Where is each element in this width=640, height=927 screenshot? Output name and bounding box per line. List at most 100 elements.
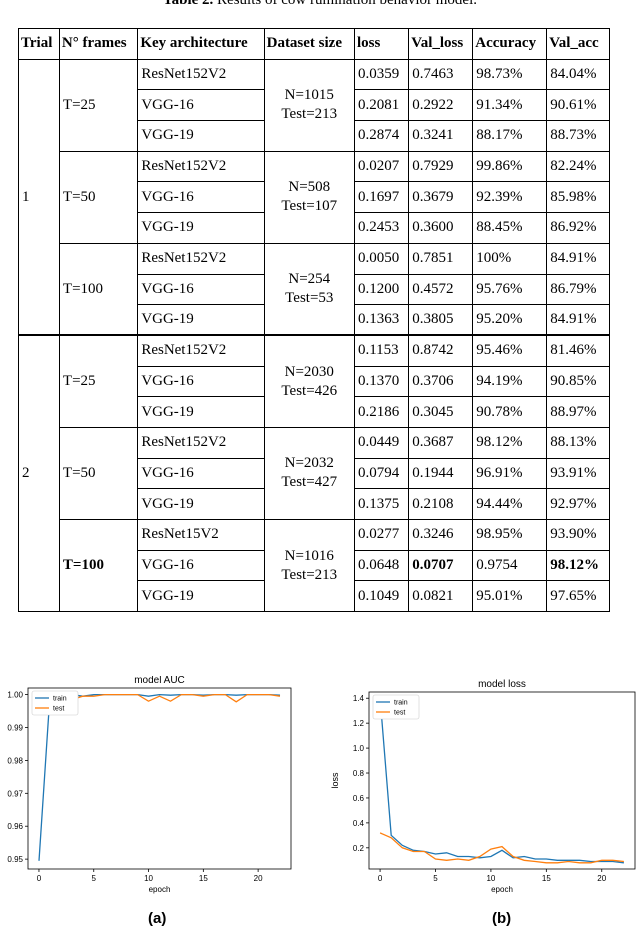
architecture-cell: VGG-16 <box>137 365 265 398</box>
table-row: VGG-16 0.2081 0.2922 91.34% 90.61% <box>19 89 610 122</box>
table-row: VGG-16 0.0794 0.1944 96.91% 93.91% <box>19 457 610 490</box>
table-row: VGG-16 0.0648 0.0707 0.9754 98.12% <box>19 549 610 582</box>
legend-label: test <box>53 706 64 713</box>
dataset-test: Test=213 <box>281 106 338 123</box>
loss-cell: 0.0794 <box>353 457 410 490</box>
architecture-cell: VGG-16 <box>137 181 265 214</box>
dataset-size-cell: N=2030 Test=426 <box>263 334 355 428</box>
loss-cell: 0.0359 <box>353 58 410 91</box>
val-acc-cell: 88.97% <box>546 396 610 428</box>
val-loss-cell: 0.1944 <box>408 457 474 490</box>
y-tick-label: 0.99 <box>7 723 23 732</box>
val-loss-cell: 0.3687 <box>408 426 474 459</box>
dataset-n: N=1016 <box>284 547 334 564</box>
architecture-cell: ResNet152V2 <box>137 58 265 91</box>
trial-group: 2 T=25 ResNet152V2 N=2030 Test=426 0.1153 0.87… <box>18 334 610 613</box>
architecture-cell: ResNet152V2 <box>137 150 265 183</box>
architecture-cell: VGG-19 <box>137 212 265 244</box>
frames-cell: T=50 <box>58 150 139 244</box>
figure-a: model AUC 0 5 10 15 20 0.95 0.96 0.97 0.98 0.99 1.0… <box>0 676 295 906</box>
val-loss-cell: 0.0707 <box>408 549 474 582</box>
dataset-n: N=254 <box>288 271 331 288</box>
x-tick-label: 0 <box>378 874 383 883</box>
dataset-test: Test=213 <box>281 566 338 583</box>
val-acc-cell: 93.91% <box>546 457 610 490</box>
results-table: Trial N° frames Key architecture Dataset si… <box>18 28 610 613</box>
architecture-cell: VGG-16 <box>137 457 265 490</box>
val-loss-cell: 0.3600 <box>408 212 474 244</box>
val-acc-cell: 98.12% <box>546 549 610 582</box>
loss-cell: 0.2453 <box>353 212 410 244</box>
table-row: VGG-16 0.1697 0.3679 92.39% 85.98% <box>19 181 610 214</box>
y-tick-label: 0.96 <box>7 822 23 831</box>
val-acc-cell: 88.13% <box>546 426 610 459</box>
val-acc-cell: 92.97% <box>546 488 610 520</box>
plot-frame <box>368 691 636 870</box>
frames-cell: T=50 <box>58 426 139 521</box>
table-caption: Table 2. Results of cow rumination behav… <box>0 0 640 8</box>
table-row: VGG-19 0.2186 0.3045 90.78% 88.97% <box>19 396 610 428</box>
dataset-size-cell: N=2032 Test=427 <box>263 426 355 521</box>
loss-cell: 0.0277 <box>353 519 410 551</box>
val-acc-cell: 85.98% <box>546 181 610 214</box>
val-loss-cell: 0.3805 <box>408 304 474 336</box>
architecture-cell: ResNet152V2 <box>137 426 265 459</box>
accuracy-cell: 98.12% <box>472 426 548 459</box>
accuracy-cell: 94.19% <box>472 365 548 398</box>
figure-b-label: (b) <box>492 910 512 927</box>
auc-chart: model AUC 0 5 10 15 20 0.95 0.96 0.97 0.98 0.99 1.0… <box>7 676 292 894</box>
dataset-test: Test=426 <box>281 382 338 399</box>
loss-cell: 0.0449 <box>353 426 410 459</box>
val-loss-cell: 0.3679 <box>408 181 474 214</box>
architecture-cell: VGG-16 <box>137 273 265 306</box>
loss-cell: 0.1153 <box>353 334 410 367</box>
frames-cell: T=100 <box>58 242 139 336</box>
val-loss-cell: 0.7463 <box>408 58 474 91</box>
chart-title: model AUC <box>134 676 185 686</box>
table-row: VGG-16 0.1200 0.4572 95.76% 86.79% <box>19 273 610 306</box>
val-acc-cell: 84.91% <box>546 304 610 336</box>
val-loss-cell: 0.3246 <box>408 519 474 551</box>
accuracy-cell: 98.73% <box>472 58 548 91</box>
loss-cell: 0.2186 <box>353 396 410 428</box>
dataset-size-cell: N=1016 Test=213 <box>263 518 355 613</box>
legend-box <box>372 694 420 720</box>
val-acc-cell: 84.91% <box>546 242 610 275</box>
chart-title: model loss <box>478 679 526 690</box>
y-tick-label: 1.0 <box>353 744 365 753</box>
frames-cell: T=100 <box>58 518 139 613</box>
accuracy-cell: 99.86% <box>472 150 548 183</box>
val-loss-cell: 0.3706 <box>408 365 474 398</box>
accuracy-cell: 95.76% <box>472 273 548 306</box>
val-acc-cell: 93.90% <box>546 519 610 551</box>
loss-cell: 0.0207 <box>353 150 410 183</box>
val-loss-cell: 0.7929 <box>408 150 474 183</box>
val-acc-cell: 88.73% <box>546 120 610 152</box>
x-tick-label: 15 <box>542 874 551 883</box>
y-tick-label: 0.98 <box>7 756 23 765</box>
loss-cell: 0.1200 <box>353 273 410 306</box>
y-tick-label: 1.00 <box>7 691 23 700</box>
accuracy-cell: 92.39% <box>472 181 548 214</box>
plot-frame <box>27 687 292 870</box>
table-row: VGG-19 0.1049 0.0821 95.01% 97.65% <box>19 580 610 613</box>
val-acc-cell: 84.04% <box>546 58 610 91</box>
table-row: 2 T=25 ResNet152V2 N=2030 Test=426 0.1153 0.87… <box>18 334 610 613</box>
table-row: T=50 ResNet152V2 N=2032 Test=427 0.0449 0.368… <box>19 426 610 521</box>
loss-cell: 0.1375 <box>353 488 410 520</box>
dataset-test: Test=427 <box>281 474 338 491</box>
dataset-test: Test=53 <box>285 290 334 307</box>
val-acc-cell: 86.92% <box>546 212 610 244</box>
accuracy-cell: 100% <box>472 242 548 275</box>
accuracy-cell: 88.17% <box>472 120 548 152</box>
architecture-cell: VGG-19 <box>137 396 265 428</box>
val-acc-cell: 82.24% <box>546 150 610 183</box>
y-tick-label: 0.6 <box>353 794 365 803</box>
val-loss-cell: 0.0821 <box>408 580 474 613</box>
table-row: T=100 ResNet15V2 N=1016 Test=213 0.0277 0.324… <box>19 518 610 613</box>
dataset-n: N=2030 <box>284 363 334 380</box>
dataset-n: N=1015 <box>284 87 334 104</box>
table-row: 1 T=25 ResNet152V2 N=1015 Test=213 0.0359 0.74… <box>18 58 610 336</box>
y-tick-label: 0.95 <box>7 855 23 864</box>
header-cell: Dataset size <box>263 28 355 60</box>
